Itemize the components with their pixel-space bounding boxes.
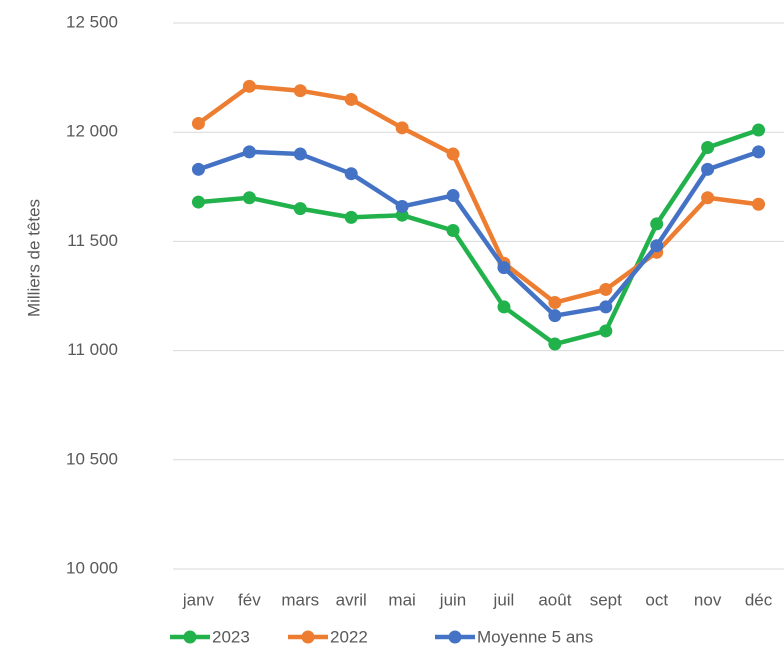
x-tick-label: déc <box>745 590 773 609</box>
series-marker <box>344 92 358 106</box>
y-tick-label: 11 000 <box>67 340 118 359</box>
series-marker <box>752 123 766 137</box>
series-marker <box>599 282 613 296</box>
series-marker <box>548 337 562 351</box>
y-axis-label: Milliers de têtes <box>24 199 43 317</box>
series-line <box>197 149 760 318</box>
series-marker <box>344 210 358 224</box>
series-marker <box>650 239 664 253</box>
series-marker <box>446 223 460 237</box>
legend-label: 2022 <box>330 627 368 646</box>
legend-marker <box>301 630 315 644</box>
x-tick-label: mars <box>281 590 319 609</box>
series-marker <box>242 191 256 205</box>
series-marker <box>701 191 715 205</box>
x-tick-label: juin <box>439 590 466 609</box>
series-marker <box>293 147 307 161</box>
series-marker <box>242 145 256 159</box>
y-tick-label: 10 000 <box>66 558 118 577</box>
series-marker <box>344 167 358 181</box>
legend-marker <box>183 630 197 644</box>
series-line <box>197 84 759 305</box>
series-marker <box>752 197 766 211</box>
legend-label: Moyenne 5 ans <box>477 627 593 646</box>
series-marker <box>446 147 460 161</box>
legend-marker <box>448 630 462 644</box>
series-marker <box>701 162 715 176</box>
x-tick-label: mai <box>388 590 415 609</box>
x-tick-label: avril <box>336 590 367 609</box>
y-tick-label: 11 500 <box>67 231 118 250</box>
series-marker <box>497 261 511 275</box>
x-tick-label: janv <box>182 590 215 609</box>
series-marker <box>599 324 613 338</box>
series-marker <box>752 145 766 159</box>
x-tick-label: oct <box>645 590 668 609</box>
series-marker <box>446 189 460 203</box>
x-tick-label: juil <box>493 590 515 609</box>
x-tick-label: août <box>538 590 571 609</box>
x-tick-label: fév <box>238 590 261 609</box>
series-marker <box>548 296 562 310</box>
series-marker <box>650 217 664 231</box>
y-tick-label: 12 000 <box>66 122 118 141</box>
series-line <box>198 127 760 347</box>
series-marker <box>701 140 715 154</box>
y-tick-label: 12 500 <box>66 12 118 31</box>
series-marker <box>497 300 511 314</box>
legend-label: 2023 <box>212 627 250 646</box>
x-tick-label: nov <box>694 590 722 609</box>
series-marker <box>293 84 307 98</box>
y-tick-label: 10 500 <box>66 449 118 468</box>
series-marker <box>242 79 256 93</box>
series-marker <box>395 121 409 135</box>
series-marker <box>293 202 307 216</box>
series-marker <box>191 162 205 176</box>
series-marker <box>191 116 205 130</box>
series-marker <box>395 199 409 213</box>
x-tick-label: sept <box>590 590 622 609</box>
series-marker <box>191 195 205 209</box>
series-marker <box>548 309 562 323</box>
series-marker <box>599 300 613 314</box>
